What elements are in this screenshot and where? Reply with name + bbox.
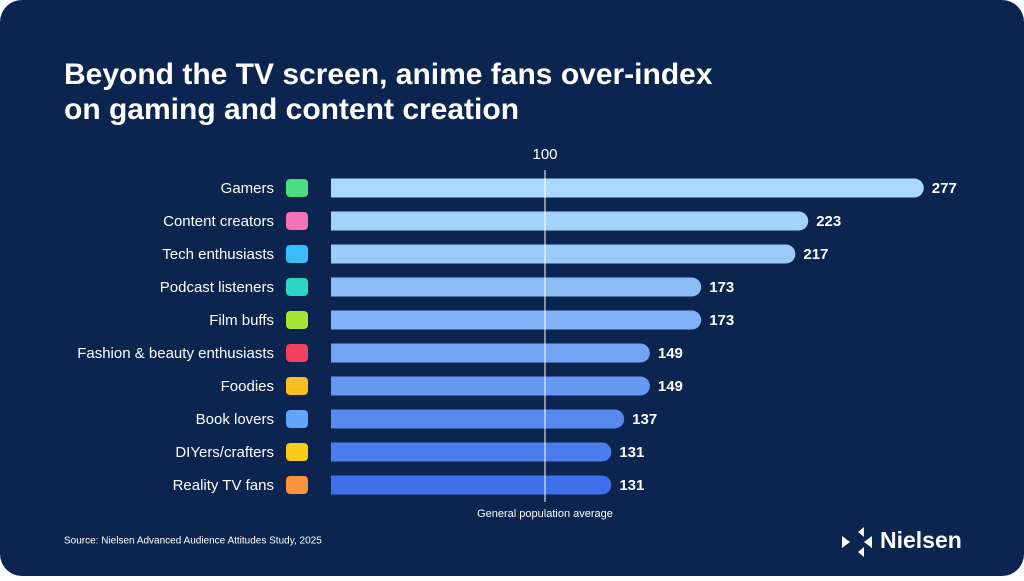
- category-label: Tech enthusiasts: [162, 246, 274, 263]
- bar-corner: [331, 244, 350, 264]
- source: Source: Nielsen Advanced Audience Attitu…: [64, 536, 322, 547]
- chart-title: Beyond the TV screen, anime fans over-in…: [64, 58, 713, 91]
- icon: [286, 212, 308, 230]
- value-label: 217: [803, 246, 828, 263]
- chart-title: on gaming and content creation: [64, 93, 519, 126]
- value-label: 131: [619, 444, 644, 461]
- value-label: 277: [932, 180, 957, 197]
- bar-corner: [331, 178, 350, 198]
- bar: [331, 277, 702, 297]
- bar-corner: [331, 343, 350, 363]
- icon: [286, 476, 308, 494]
- bar: [331, 310, 702, 330]
- bar-corner: [331, 310, 350, 330]
- value-label: 223: [816, 213, 841, 230]
- bar: [331, 376, 650, 396]
- value-label: 149: [658, 345, 683, 362]
- bar-corner: [331, 211, 350, 231]
- icon: [286, 179, 308, 197]
- category-label: Book lovers: [196, 411, 274, 428]
- value-label: 137: [632, 411, 657, 428]
- bar-corner: [331, 475, 350, 495]
- value-label: 149: [658, 378, 683, 395]
- icon: [286, 443, 308, 461]
- value-label: 173: [709, 312, 734, 329]
- icon: [286, 245, 308, 263]
- icon: [286, 410, 308, 428]
- bar-corner: [331, 277, 350, 297]
- bar-corner: [331, 409, 350, 429]
- bar: [331, 343, 650, 363]
- logo-mark: [842, 527, 872, 557]
- icon: [286, 344, 308, 362]
- brand-logo: Nielsen: [842, 527, 962, 557]
- bar: [331, 178, 924, 198]
- bar-corner: [331, 376, 350, 396]
- value-label: 131: [619, 477, 644, 494]
- icon: [286, 311, 308, 329]
- reference-label: General population average: [477, 508, 613, 520]
- bar: [331, 442, 612, 462]
- category-label: Reality TV fans: [173, 477, 274, 494]
- icon: [286, 377, 308, 395]
- category-label: Fashion & beauty enthusiasts: [77, 345, 274, 362]
- icon: [286, 278, 308, 296]
- bar: [331, 409, 625, 429]
- category-label: DIYers/crafters: [175, 444, 274, 461]
- category-label: Content creators: [163, 213, 274, 230]
- bar: [331, 244, 796, 264]
- value-label: 173: [709, 279, 734, 296]
- brand: Nielsen: [880, 527, 962, 553]
- category-label: Gamers: [221, 180, 274, 197]
- category-label: Film buffs: [209, 312, 274, 329]
- reference-value: 100: [532, 146, 557, 163]
- category-label: Podcast listeners: [160, 279, 274, 296]
- bar: [331, 475, 612, 495]
- bar: [331, 211, 809, 231]
- category-label: Foodies: [221, 378, 274, 395]
- bar-corner: [331, 442, 350, 462]
